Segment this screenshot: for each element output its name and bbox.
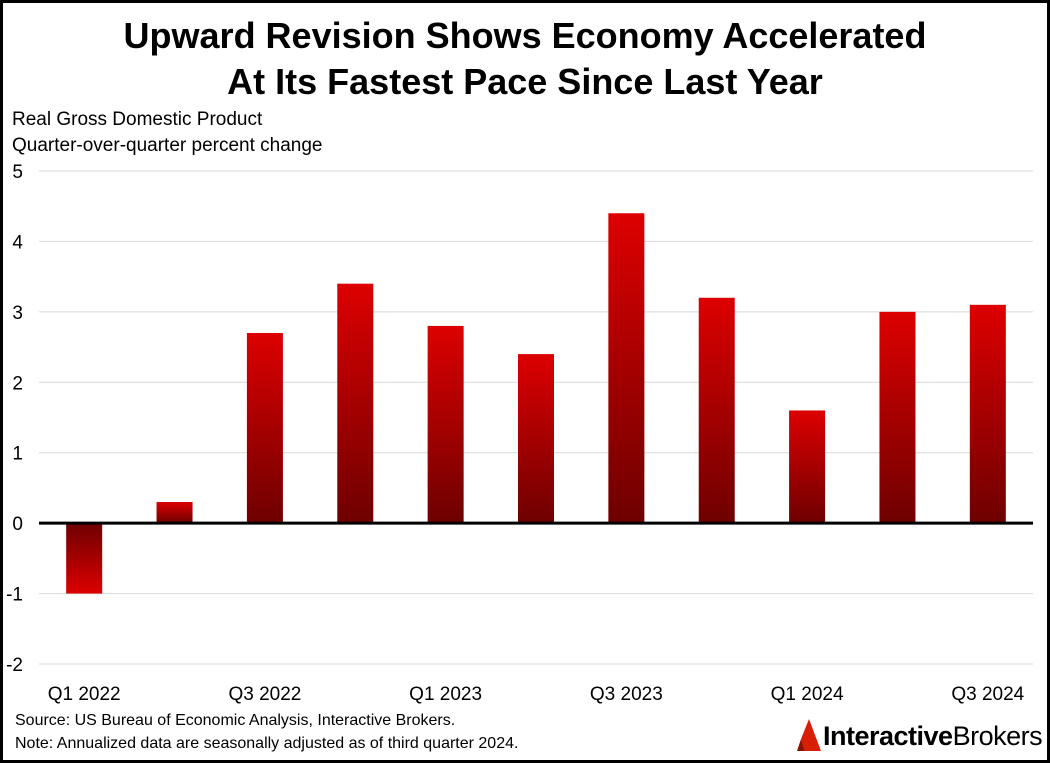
- bar: [337, 283, 374, 524]
- y-tick-label: -1: [6, 585, 23, 606]
- bar-chart: -2 -1 0 1 2 3 4 5 Q1 2022 Q3 2022 Q1 2023 Q3 2023 Q1…: [6, 162, 1033, 705]
- x-tick-label: Q3 2023: [590, 684, 663, 705]
- y-tick-label: 3: [12, 303, 23, 324]
- y-tick-label: 5: [12, 162, 23, 183]
- chart-title-line-2: At Its Fastest Pace Since Last Year: [227, 61, 823, 102]
- interactive-brokers-logo: InteractiveBrokers: [793, 717, 1043, 757]
- bar: [427, 325, 464, 524]
- chart-subtitle-line-2: Quarter-over-quarter percent change: [12, 135, 323, 156]
- y-tick-label: 1: [12, 444, 23, 465]
- bar: [789, 410, 826, 524]
- x-tick-label: Q1 2024: [771, 684, 844, 705]
- bar: [246, 332, 283, 524]
- y-tick-label: 0: [12, 514, 23, 535]
- bar: [608, 213, 645, 524]
- interactive-brokers-logo-icon: [797, 719, 821, 751]
- x-tick-label: Q3 2022: [228, 684, 301, 705]
- y-tick-label: -2: [6, 655, 23, 676]
- logo-wordmark-part-1: Interactive: [823, 721, 953, 751]
- logo-wordmark-part-2: Brokers: [952, 721, 1043, 751]
- logo-wordmark: InteractiveBrokers: [823, 719, 1043, 753]
- bar: [66, 523, 103, 594]
- y-tick-label: 4: [12, 232, 23, 253]
- data-note: Note: Annualized data are seasonally adj…: [15, 735, 519, 752]
- y-tick-label: 2: [12, 373, 23, 394]
- chart-subtitle-line-1: Real Gross Domestic Product: [12, 109, 263, 130]
- bar: [156, 502, 193, 524]
- chart-title-line-1: Upward Revision Shows Economy Accelerate…: [123, 15, 927, 56]
- x-tick-label: Q1 2022: [48, 684, 121, 705]
- bar: [879, 311, 916, 524]
- x-tick-label: Q1 2023: [409, 684, 482, 705]
- bar: [518, 354, 554, 524]
- bar: [969, 304, 1006, 524]
- bar: [698, 297, 735, 524]
- chart-title: Upward Revision Shows Economy Accelerate…: [3, 13, 1047, 105]
- x-tick-label: Q3 2024: [951, 684, 1024, 705]
- source-note: Source: US Bureau of Economic Analysis, …: [15, 712, 456, 729]
